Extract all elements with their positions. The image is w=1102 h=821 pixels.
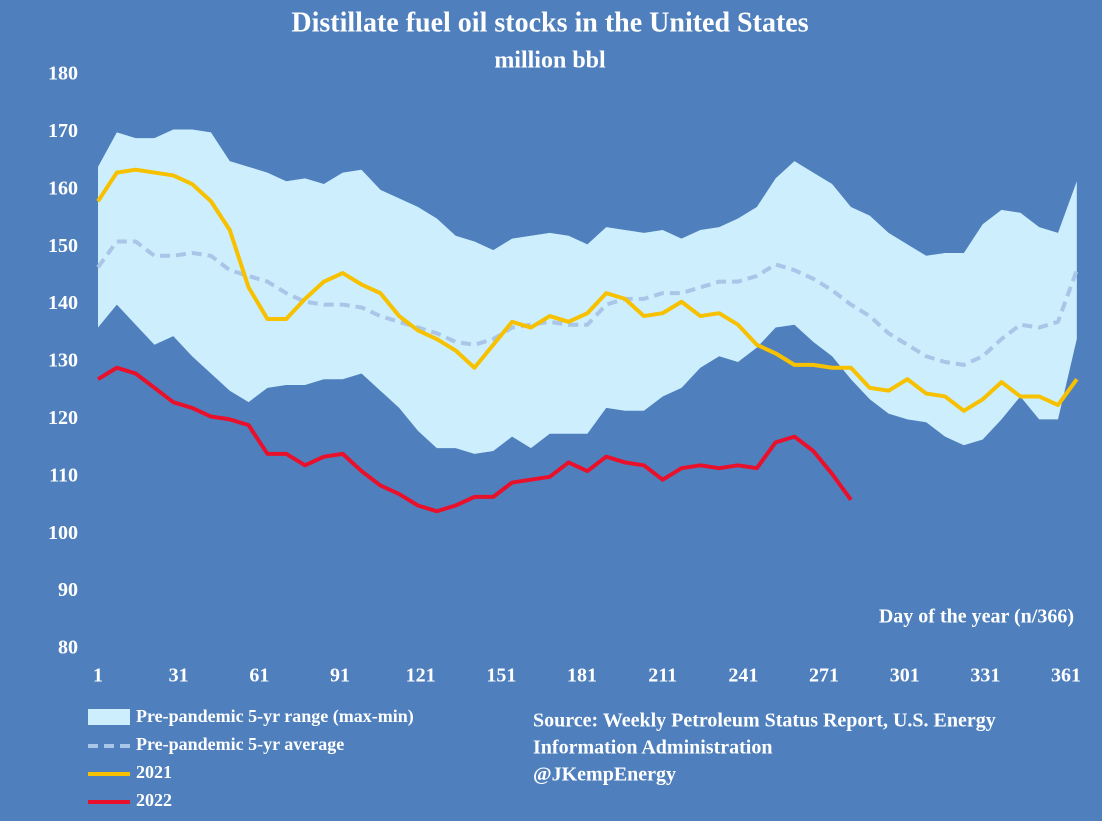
range-band (98, 129, 1077, 454)
x-tick-label: 301 (890, 665, 920, 687)
x-tick-label: 61 (249, 665, 269, 687)
chart-title: Distillate fuel oil stocks in the United… (291, 7, 808, 38)
series-line (96, 239, 1079, 367)
x-tick-label: 151 (486, 665, 516, 687)
chart-subtitle: million bbl (494, 48, 606, 74)
source-note: @JKempEnergy (533, 764, 676, 786)
legend-swatch (88, 709, 130, 725)
y-tick-label: 150 (48, 235, 78, 257)
x-tick-label: 91 (330, 665, 350, 687)
y-tick-label: 120 (48, 407, 78, 429)
y-tick-label: 90 (58, 579, 78, 601)
source-note: Source: Weekly Petroleum Status Report, … (533, 710, 996, 732)
x-tick-label: 181 (567, 665, 597, 687)
y-tick-label: 100 (48, 522, 78, 544)
series-line (96, 167, 1079, 413)
y-tick-label: 180 (48, 63, 78, 85)
y-tick-label: 160 (48, 177, 78, 199)
x-tick-label: 211 (648, 665, 677, 687)
x-axis-label: Day of the year (n/366) (879, 606, 1074, 628)
legend-label: Pre-pandemic 5-yr average (136, 734, 344, 754)
legend-label: Pre-pandemic 5-yr range (max-min) (136, 706, 414, 727)
legend-label: 2021 (136, 762, 172, 782)
source-note: Information Administration (533, 737, 772, 759)
x-tick-label: 331 (970, 665, 1000, 687)
x-tick-label: 1 (93, 665, 103, 687)
legend-label: 2022 (136, 790, 172, 810)
y-tick-label: 110 (49, 464, 78, 486)
x-tick-label: 121 (406, 665, 436, 687)
y-tick-label: 140 (48, 292, 78, 314)
x-tick-label: 361 (1051, 665, 1081, 687)
x-tick-label: 271 (809, 665, 839, 687)
y-tick-label: 170 (48, 120, 78, 142)
y-tick-label: 80 (58, 637, 78, 659)
x-tick-label: 31 (169, 665, 189, 687)
x-tick-label: 241 (728, 665, 758, 687)
y-tick-label: 130 (48, 350, 78, 372)
series-line (96, 365, 853, 514)
